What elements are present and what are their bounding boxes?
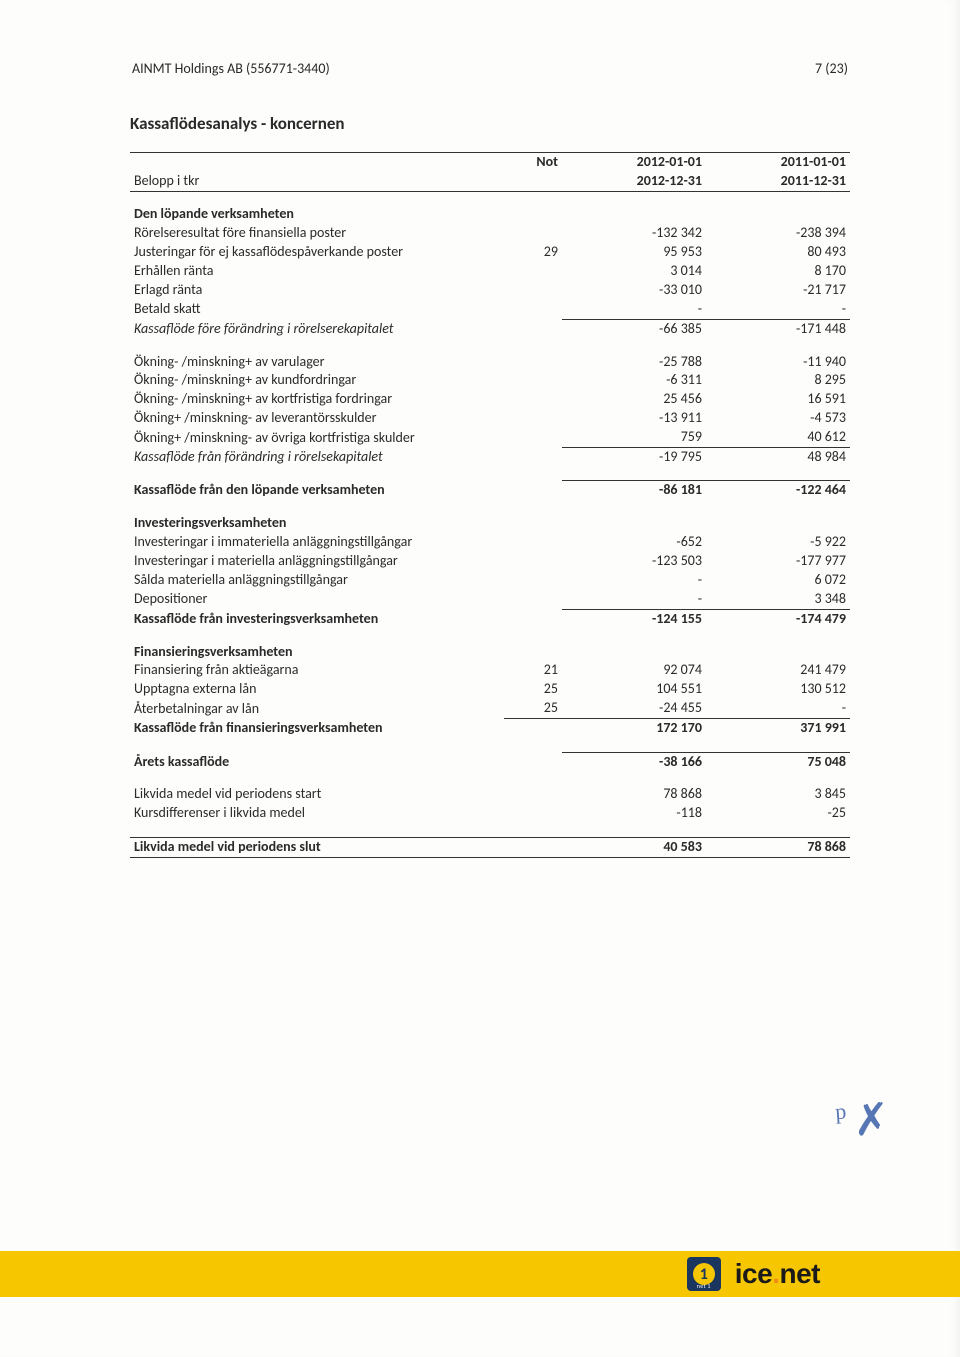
company-id: AINMT Holdings AB (556771-3440): [132, 60, 330, 77]
col-header-y2-bot: 2011-12-31: [706, 172, 850, 191]
col-header-label: Belopp i tkr: [130, 172, 504, 191]
icenet-logo: ice.net: [735, 1258, 820, 1290]
table-row: Depositioner-3 348: [130, 590, 850, 609]
table-row: Upptagna externa lån25104 551130 512: [130, 680, 850, 699]
net1-sub: net 1: [687, 1282, 721, 1290]
table-row: Likvida medel vid periodens start78 8683…: [130, 785, 850, 804]
col-header-not: Not: [504, 153, 562, 172]
table-row: Årets kassaflöde-38 16675 048: [130, 752, 850, 771]
final-y2: 78 868: [706, 837, 850, 857]
table-row: Ökning+ /minskning- av övriga kortfristi…: [130, 428, 850, 447]
table-row: Kassaflöde från finansieringsverksamhete…: [130, 719, 850, 738]
cashflow-table: Not 2012-01-01 2011-01-01 Belopp i tkr 2…: [130, 152, 850, 858]
signature-mark: p✗: [841, 1108, 890, 1134]
final-y1: 40 583: [562, 837, 706, 857]
table-row: Erlagd ränta-33 010-21 717: [130, 281, 850, 300]
section-heading: Den löpande verksamheten: [130, 205, 850, 224]
table-row: Ökning+ /minskning- av leverantörsskulde…: [130, 409, 850, 428]
table-row: Ökning- /minskning+ av kortfristiga ford…: [130, 390, 850, 409]
page-header: AINMT Holdings AB (556771-3440) 7 (23): [130, 60, 850, 77]
table-row: Kassaflöde före förändring i rörelsereka…: [130, 319, 850, 338]
table-row: Kassaflöde från den löpande verksamheten…: [130, 481, 850, 500]
table-row: Betald skatt--: [130, 300, 850, 319]
table-row: Investeringar i materiella anläggningsti…: [130, 552, 850, 571]
final-label: Likvida medel vid periodens slut: [130, 837, 504, 857]
table-row: Kursdifferenser i likvida medel-118-25: [130, 804, 850, 823]
table-row: Finansiering från aktieägarna2192 074241…: [130, 661, 850, 680]
table-row: Rörelseresultat före finansiella poster-…: [130, 224, 850, 243]
section-heading: Investeringsverksamheten: [130, 514, 850, 533]
col-header-y2-top: 2011-01-01: [706, 153, 850, 172]
document-page: AINMT Holdings AB (556771-3440) 7 (23) K…: [0, 0, 960, 1357]
col-header-y1-bot: 2012-12-31: [562, 172, 706, 191]
net1-logo: 1 net 1: [687, 1257, 721, 1291]
table-row: Kassaflöde från investeringsverksamheten…: [130, 609, 850, 628]
section-heading: Finansieringsverksamheten: [130, 643, 850, 662]
table-row: Investeringar i immateriella anläggnings…: [130, 533, 850, 552]
report-title: Kassaflödesanalys - koncernen: [130, 113, 850, 134]
table-row: Justeringar för ej kassaflödespåverkande…: [130, 243, 850, 262]
table-row: Återbetalningar av lån25-24 455-: [130, 699, 850, 718]
footer-bar: 1 net 1 ice.net: [0, 1251, 960, 1297]
table-row: Kassaflöde från förändring i rörelsekapi…: [130, 447, 850, 466]
page-number: 7 (23): [815, 60, 848, 77]
table-row: Ökning- /minskning+ av kundfordringar-6 …: [130, 371, 850, 390]
table-row: Ökning- /minskning+ av varulager-25 788-…: [130, 353, 850, 372]
table-row: Sålda materiella anläggningstillgångar-6…: [130, 571, 850, 590]
col-header-y1-top: 2012-01-01: [562, 153, 706, 172]
table-row: Erhållen ränta3 0148 170: [130, 262, 850, 281]
